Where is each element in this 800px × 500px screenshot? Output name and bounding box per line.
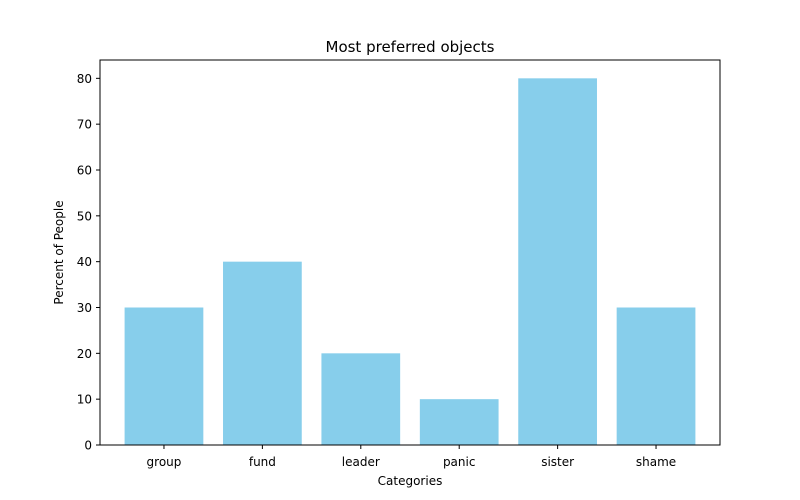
x-tick-label-panic: panic bbox=[443, 455, 476, 469]
y-tick-label-0: 0 bbox=[84, 439, 92, 453]
bar-group bbox=[124, 307, 204, 445]
x-tick-label-sister: sister bbox=[541, 455, 574, 469]
plot-area bbox=[100, 60, 720, 445]
y-tick-label-80: 80 bbox=[77, 72, 92, 86]
chart-title: Most preferred objects bbox=[326, 38, 495, 56]
y-axis-ticks: 0 10 20 30 40 50 60 70 80 bbox=[77, 72, 100, 453]
y-tick-label-30: 30 bbox=[77, 301, 92, 315]
bar-leader bbox=[321, 353, 401, 445]
y-tick-label-40: 40 bbox=[77, 255, 92, 269]
plot-frame bbox=[99, 59, 721, 446]
y-tick-label-50: 50 bbox=[77, 209, 92, 223]
y-tick-label-10: 10 bbox=[77, 393, 92, 407]
bar-panic bbox=[419, 399, 499, 445]
bars-group bbox=[124, 78, 696, 445]
y-axis-label: Percent of People bbox=[52, 200, 66, 304]
y-tick-label-60: 60 bbox=[77, 164, 92, 178]
bar-sister bbox=[518, 78, 597, 445]
x-tick-label-fund: fund bbox=[249, 455, 276, 469]
y-tick-label-20: 20 bbox=[77, 347, 92, 361]
bar-shame bbox=[616, 307, 696, 445]
bar-fund bbox=[223, 261, 302, 445]
x-axis-label: Categories bbox=[378, 474, 443, 488]
x-tick-label-leader: leader bbox=[342, 455, 380, 469]
x-axis-ticks: group fund leader panic sister shame bbox=[147, 445, 676, 469]
x-tick-label-shame: shame bbox=[636, 455, 676, 469]
y-tick-label-70: 70 bbox=[77, 118, 92, 132]
x-tick-label-group: group bbox=[147, 455, 182, 469]
